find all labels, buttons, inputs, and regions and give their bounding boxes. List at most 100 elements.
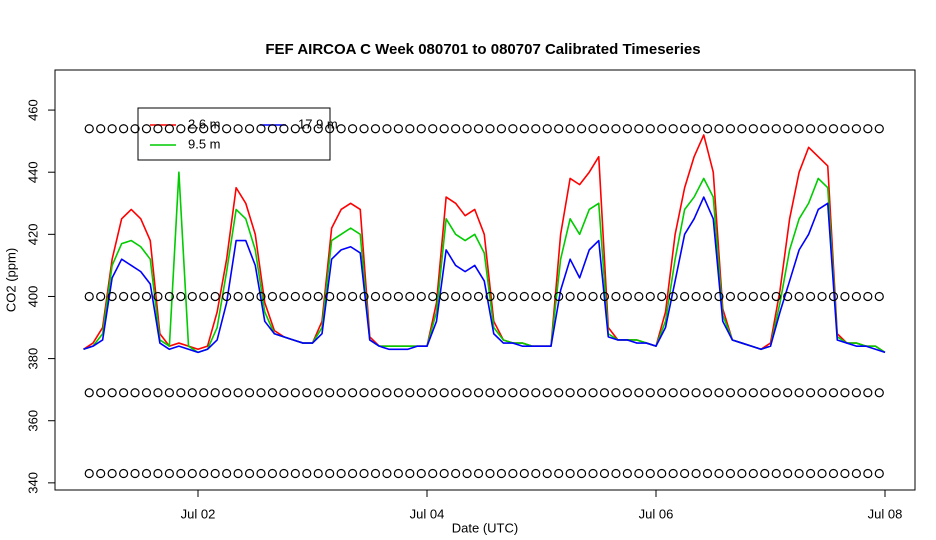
calibration-point <box>473 291 484 302</box>
calibration-point <box>691 291 701 302</box>
calibration-point <box>370 468 381 479</box>
calibration-point <box>416 124 426 134</box>
calibration-point <box>508 291 518 302</box>
calibration-point <box>405 291 415 302</box>
series-line <box>83 171 886 354</box>
calibration-point <box>725 468 736 479</box>
calibration-point <box>473 124 484 134</box>
calibration-point <box>748 291 758 302</box>
calibration-point <box>199 388 209 398</box>
calibration-point <box>542 468 552 479</box>
calibration-point <box>451 291 461 302</box>
calibration-point <box>508 468 518 479</box>
x-axis-label: Date (UTC) <box>452 520 518 535</box>
calibration-point <box>863 291 873 302</box>
calibration-point <box>783 124 793 134</box>
calibration-point <box>359 124 369 134</box>
calibration-point <box>645 124 655 134</box>
calibration-point <box>794 388 804 398</box>
y-axis-label: CO2 (ppm) <box>3 248 18 312</box>
calibration-point <box>634 291 644 302</box>
calibration-point <box>531 291 541 302</box>
calibration-point <box>210 468 220 479</box>
calibration-point <box>428 468 438 479</box>
calibration-point <box>325 291 335 302</box>
calibration-point <box>347 124 358 134</box>
calibration-point <box>222 468 232 479</box>
calibration-point <box>645 291 655 302</box>
calibration-point <box>382 468 392 479</box>
calibration-point <box>462 468 472 479</box>
calibration-point <box>634 388 644 398</box>
calibration-point <box>702 468 713 479</box>
series-line <box>83 196 886 354</box>
calibration-point <box>290 291 300 302</box>
calibration-point <box>176 388 186 398</box>
calibration-point <box>588 388 598 398</box>
calibration-point <box>439 124 449 134</box>
calibration-point <box>519 291 529 302</box>
calibration-point <box>473 468 484 479</box>
calibration-point <box>542 291 552 302</box>
calibration-point <box>370 124 381 134</box>
calibration-point <box>451 468 461 479</box>
calibration-point <box>336 468 346 479</box>
calibration-point <box>359 291 369 302</box>
calibration-point <box>680 468 690 479</box>
calibration-point <box>313 291 323 302</box>
calibration-point <box>668 468 678 479</box>
calibration-point <box>96 468 106 479</box>
calibration-point <box>267 388 278 398</box>
calibration-point <box>485 388 495 398</box>
calibration-point <box>164 388 174 398</box>
calibration-point <box>828 124 839 134</box>
calibration-point <box>187 291 197 302</box>
calibration-point <box>451 388 461 398</box>
calibration-point <box>702 124 713 134</box>
y-tick-label: 460 <box>25 99 40 121</box>
calibration-point <box>817 291 827 302</box>
calibration-point <box>794 291 804 302</box>
calibration-point <box>199 468 209 479</box>
calibration-point <box>405 468 415 479</box>
legend-box <box>137 107 331 161</box>
calibration-point <box>405 124 415 134</box>
calibration-point <box>302 124 312 134</box>
calibration-point <box>267 468 278 479</box>
calibration-point <box>313 468 323 479</box>
calibration-point <box>576 291 587 302</box>
calibration-point <box>428 291 438 302</box>
calibration-point <box>336 388 346 398</box>
calibration-point <box>668 388 678 398</box>
calibration-point <box>462 124 472 134</box>
calibration-point <box>96 291 106 302</box>
calibration-point <box>771 388 781 398</box>
calibration-point <box>760 124 770 134</box>
calibration-point <box>794 124 804 134</box>
calibration-point <box>485 291 495 302</box>
calibration-point <box>279 388 289 398</box>
calibration-point <box>118 388 129 398</box>
calibration-point <box>771 291 781 302</box>
calibration-point <box>336 124 346 134</box>
calibration-point <box>416 388 426 398</box>
calibration-point <box>118 291 129 302</box>
calibration-point <box>565 388 575 398</box>
calibration-point <box>141 124 152 134</box>
calibration-point <box>382 124 392 134</box>
calibration-point <box>565 291 575 302</box>
calibration-point <box>141 291 152 302</box>
calibration-point <box>428 388 438 398</box>
y-tick-label: 420 <box>25 223 40 245</box>
calibration-point <box>130 468 140 479</box>
calibration-point <box>325 388 335 398</box>
calibration-point <box>817 468 827 479</box>
calibration-point <box>657 388 667 398</box>
calibration-point <box>783 468 793 479</box>
calibration-point <box>439 468 449 479</box>
calibration-point <box>290 124 300 134</box>
calibration-point <box>222 388 232 398</box>
calibration-point <box>554 291 564 302</box>
calibration-point <box>748 468 758 479</box>
calibration-point <box>680 388 690 398</box>
